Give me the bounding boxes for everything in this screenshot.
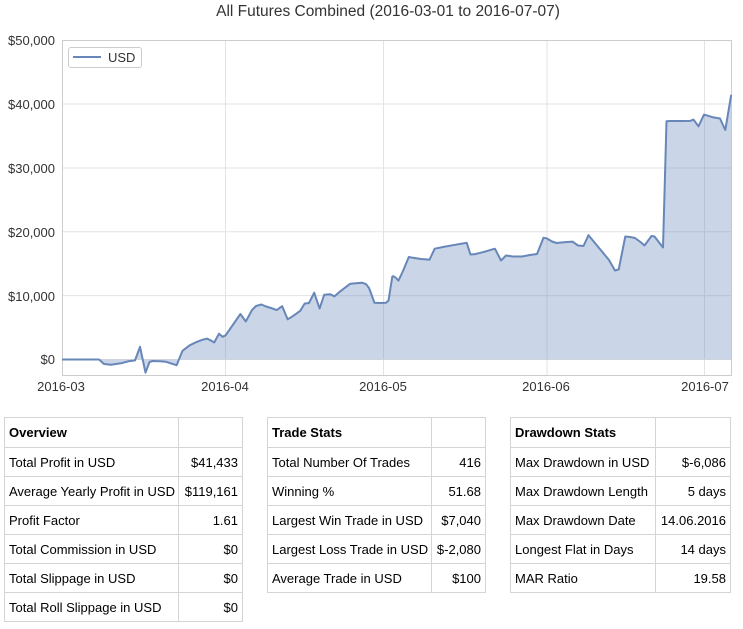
svg-text:2016-03: 2016-03	[37, 379, 85, 394]
svg-text:$30,000: $30,000	[8, 161, 55, 176]
svg-text:2016-07: 2016-07	[681, 379, 729, 394]
svg-text:$10,000: $10,000	[8, 289, 55, 304]
svg-text:$50,000: $50,000	[8, 33, 55, 48]
svg-text:2016-05: 2016-05	[359, 379, 407, 394]
svg-text:2016-06: 2016-06	[522, 379, 570, 394]
svg-text:$20,000: $20,000	[8, 225, 55, 240]
svg-text:$0: $0	[41, 352, 55, 367]
svg-text:$40,000: $40,000	[8, 97, 55, 112]
svg-text:2016-04: 2016-04	[201, 379, 249, 394]
